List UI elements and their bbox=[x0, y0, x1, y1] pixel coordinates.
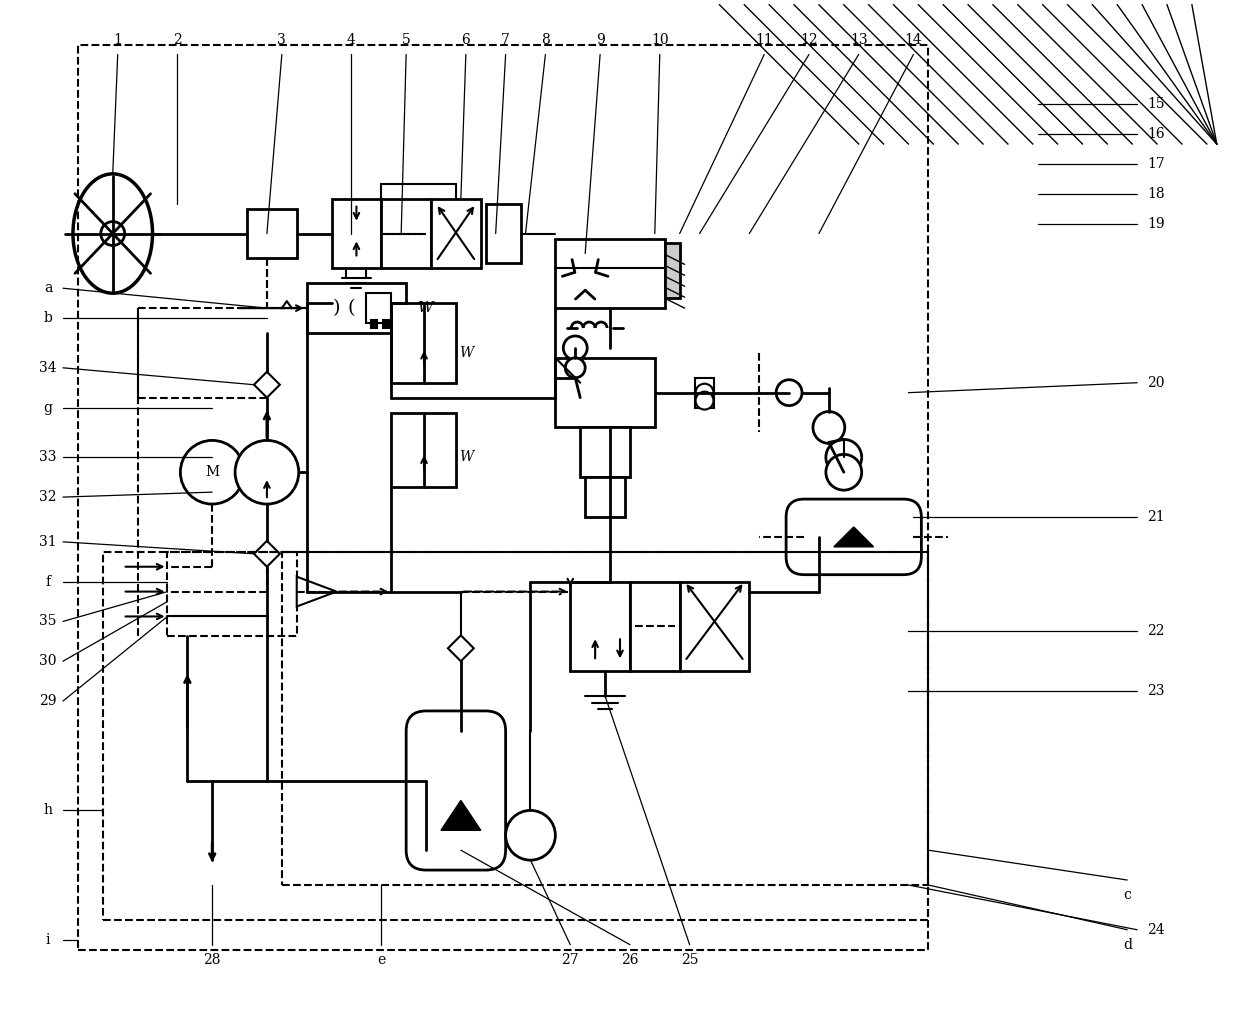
Bar bbox=[432, 199, 481, 268]
Text: 29: 29 bbox=[40, 694, 57, 708]
Text: 18: 18 bbox=[1147, 187, 1164, 201]
Text: ): ) bbox=[332, 299, 340, 317]
Bar bbox=[247, 208, 296, 258]
Circle shape bbox=[563, 336, 588, 360]
Circle shape bbox=[826, 440, 862, 475]
Bar bbox=[381, 199, 432, 268]
Text: W: W bbox=[459, 346, 472, 360]
Text: 16: 16 bbox=[1147, 127, 1164, 141]
Bar bbox=[371, 320, 377, 328]
Text: e: e bbox=[377, 953, 386, 967]
Bar bbox=[281, 552, 929, 885]
Text: 17: 17 bbox=[1147, 157, 1164, 171]
Circle shape bbox=[696, 384, 713, 401]
Text: 6: 6 bbox=[461, 33, 470, 46]
Text: 26: 26 bbox=[621, 953, 639, 967]
Circle shape bbox=[100, 222, 125, 246]
Bar bbox=[167, 552, 296, 637]
Bar bbox=[103, 552, 929, 920]
Text: 32: 32 bbox=[40, 490, 57, 504]
Text: 8: 8 bbox=[541, 33, 549, 46]
Bar bbox=[78, 44, 929, 949]
Text: 25: 25 bbox=[681, 953, 698, 967]
Text: 9: 9 bbox=[595, 33, 604, 46]
Text: f: f bbox=[46, 575, 51, 588]
Polygon shape bbox=[254, 372, 280, 397]
Bar bbox=[580, 427, 630, 477]
Text: c: c bbox=[1123, 888, 1131, 902]
Text: M: M bbox=[205, 465, 219, 479]
Text: d: d bbox=[1122, 938, 1132, 952]
Circle shape bbox=[180, 441, 244, 504]
Bar bbox=[680, 582, 749, 671]
Bar bbox=[331, 199, 381, 268]
Text: 20: 20 bbox=[1147, 376, 1164, 390]
Text: 7: 7 bbox=[501, 33, 510, 46]
Polygon shape bbox=[448, 636, 474, 662]
Bar bbox=[392, 413, 456, 487]
Text: 33: 33 bbox=[40, 450, 57, 464]
Text: W: W bbox=[459, 450, 472, 464]
Polygon shape bbox=[296, 577, 336, 607]
Circle shape bbox=[776, 380, 802, 406]
Text: 31: 31 bbox=[40, 535, 57, 549]
Polygon shape bbox=[254, 541, 280, 567]
Text: g: g bbox=[43, 400, 52, 415]
Bar bbox=[486, 203, 521, 263]
Polygon shape bbox=[833, 527, 874, 547]
Bar bbox=[665, 244, 680, 298]
Bar bbox=[570, 582, 630, 671]
Bar bbox=[556, 238, 665, 309]
FancyBboxPatch shape bbox=[407, 711, 506, 870]
Circle shape bbox=[506, 810, 556, 860]
Circle shape bbox=[826, 454, 862, 490]
Bar bbox=[694, 378, 714, 408]
Bar bbox=[306, 283, 407, 333]
Bar bbox=[585, 477, 625, 517]
FancyBboxPatch shape bbox=[786, 499, 921, 575]
Text: 23: 23 bbox=[1147, 684, 1164, 698]
Text: 4: 4 bbox=[347, 33, 356, 46]
Bar bbox=[630, 582, 680, 671]
Text: (: ( bbox=[347, 299, 356, 317]
Text: 5: 5 bbox=[402, 33, 410, 46]
Text: 28: 28 bbox=[203, 953, 221, 967]
Text: 15: 15 bbox=[1147, 97, 1164, 111]
Text: 11: 11 bbox=[755, 33, 773, 46]
Text: 21: 21 bbox=[1147, 510, 1164, 524]
Text: 30: 30 bbox=[40, 654, 57, 668]
Text: 22: 22 bbox=[1147, 624, 1164, 639]
Text: 14: 14 bbox=[904, 33, 923, 46]
Polygon shape bbox=[441, 801, 481, 831]
Text: 13: 13 bbox=[849, 33, 868, 46]
Bar bbox=[366, 293, 392, 323]
Text: 35: 35 bbox=[40, 614, 57, 628]
Text: 10: 10 bbox=[651, 33, 668, 46]
Text: 34: 34 bbox=[40, 361, 57, 375]
Text: W: W bbox=[418, 301, 434, 315]
Text: 19: 19 bbox=[1147, 217, 1164, 230]
Circle shape bbox=[696, 392, 713, 410]
Text: i: i bbox=[46, 933, 51, 946]
Text: b: b bbox=[43, 311, 52, 325]
Circle shape bbox=[565, 358, 585, 378]
Text: 12: 12 bbox=[800, 33, 818, 46]
Text: a: a bbox=[43, 282, 52, 295]
Text: 24: 24 bbox=[1147, 923, 1164, 937]
Text: 1: 1 bbox=[113, 33, 123, 46]
Bar bbox=[383, 320, 389, 328]
Bar bbox=[392, 303, 456, 383]
Circle shape bbox=[236, 441, 299, 504]
Bar bbox=[556, 358, 655, 427]
Text: 27: 27 bbox=[562, 953, 579, 967]
Circle shape bbox=[813, 412, 844, 444]
Text: 2: 2 bbox=[174, 33, 182, 46]
Circle shape bbox=[560, 254, 610, 303]
Text: h: h bbox=[43, 803, 52, 817]
Text: 3: 3 bbox=[278, 33, 286, 46]
